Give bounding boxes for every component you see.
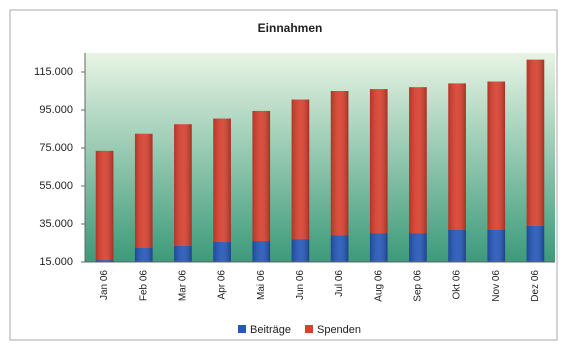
x-tick-label: Apr 06 [217,270,228,300]
bar-shade [174,124,192,246]
bar-shade [134,247,153,262]
y-tick-label: 95.000 [39,104,73,116]
legend-label: Spenden [317,324,361,336]
x-tick-label: Feb 06 [138,270,149,302]
y-tick-label: 15.000 [39,256,73,268]
bar-shade [291,99,310,240]
x-tick-label: Sep 06 [413,270,424,302]
bar-shade [409,87,427,234]
bar-shade [369,233,388,262]
legend-swatch [304,325,313,333]
x-tick-label: Okt 06 [452,270,463,300]
bar-shade [95,150,114,261]
y-tick-label: 75.000 [39,142,73,154]
x-tick-label: Aug 06 [373,270,384,302]
x-tick-label: Dez 06 [530,270,541,302]
chart-title: Einnahmen [258,21,323,35]
bars [95,59,545,262]
bar-shade [134,133,153,248]
bar-shade [213,242,231,262]
bar-shade [252,241,271,262]
bar-shade [174,245,192,262]
x-tick-label: Jul 06 [334,270,345,297]
bar-shade [330,235,349,262]
bar-shade [330,91,349,236]
bar-shade [526,59,545,226]
bar-shade [448,229,466,262]
y-tick-label: 115.000 [34,66,73,78]
x-tick-label: Jan 06 [99,270,110,300]
x-tick-label: Nov 06 [491,270,502,302]
y-tick-label: 55.000 [39,180,73,192]
x-tick-label: Mar 06 [178,270,189,302]
bar-shade [95,260,114,262]
legend-swatch [238,325,246,333]
bar-shade [526,225,545,262]
bar-shade [369,89,388,234]
bar-shade [252,110,271,242]
bar-shade [448,83,466,230]
x-tick-label: Jun 06 [295,270,306,300]
bar-shade [487,81,506,230]
y-tick-label: 35.000 [39,218,73,230]
bar-shade [487,229,506,262]
bar-shade [213,118,231,243]
plot-area [85,53,555,262]
bar-shade [409,233,427,262]
bar-shade [291,239,310,262]
legend-label: Beiträge [250,324,291,336]
x-tick-label: Mai 06 [256,270,267,300]
